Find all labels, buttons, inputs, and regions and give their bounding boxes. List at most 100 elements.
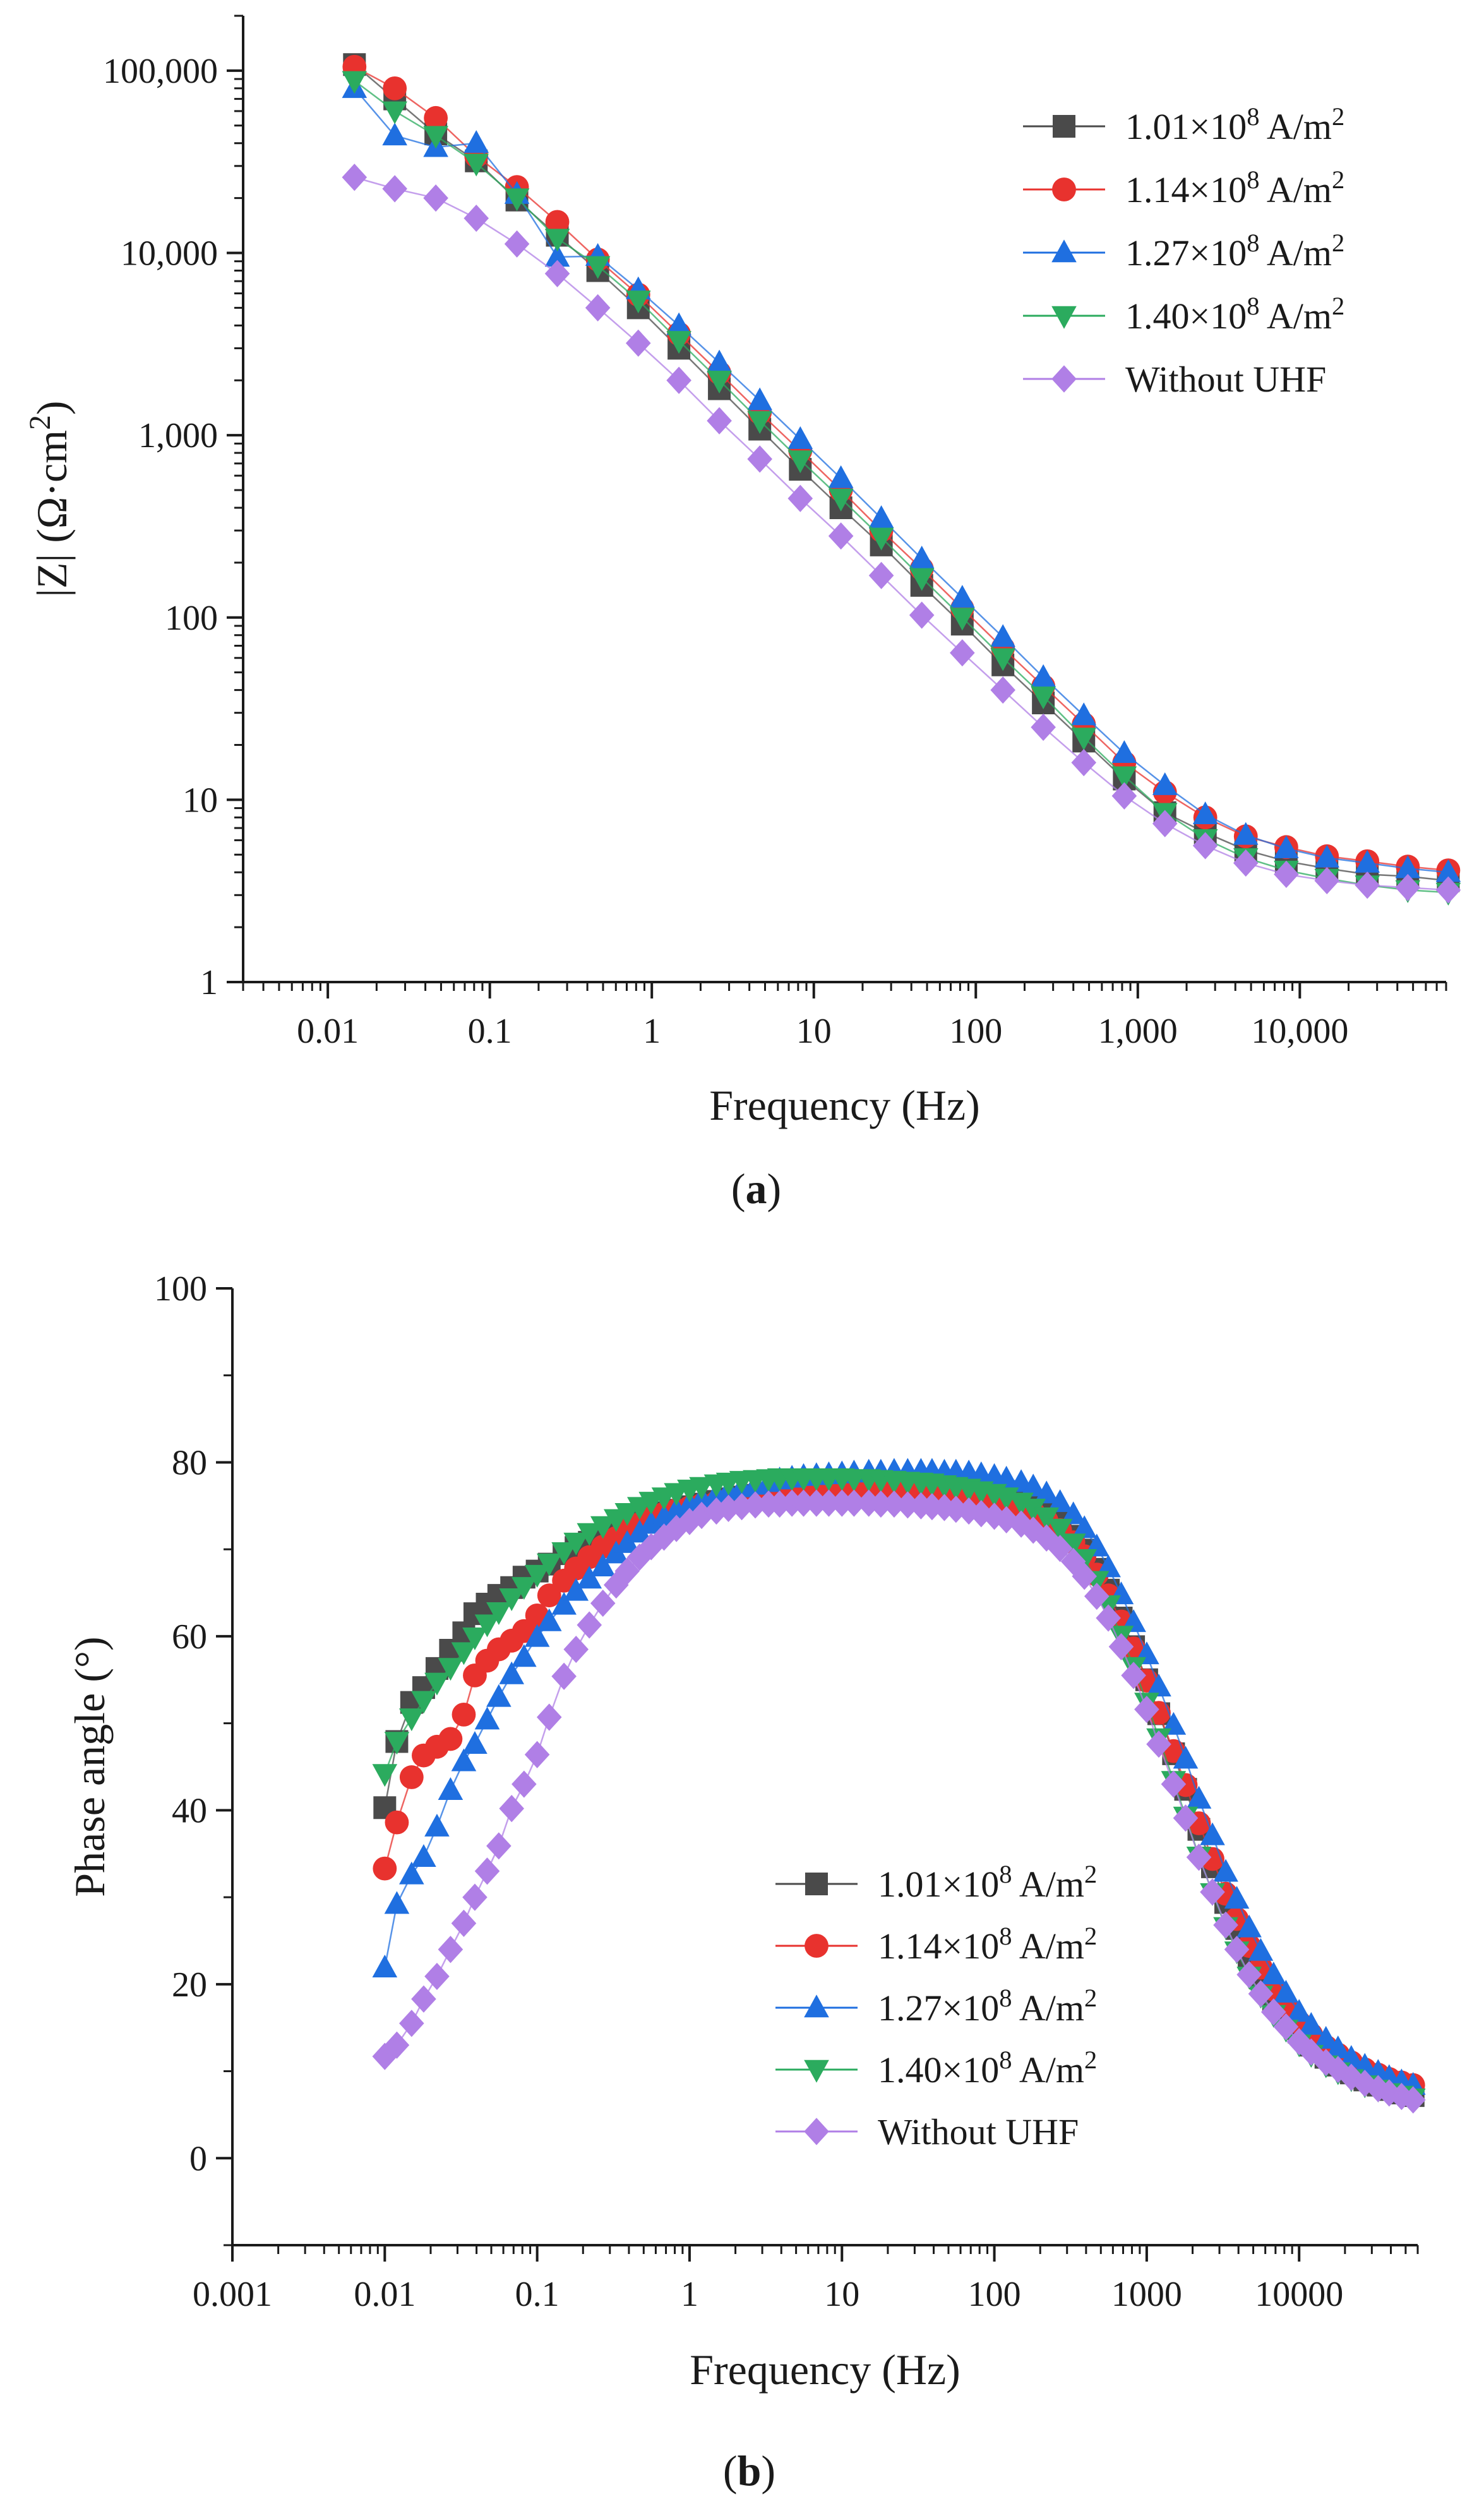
data-point bbox=[1273, 1979, 1299, 2003]
data-point bbox=[411, 1691, 436, 1714]
data-point bbox=[1111, 740, 1137, 763]
data-point bbox=[1213, 1911, 1238, 1939]
series-3 bbox=[342, 75, 1461, 882]
data-point bbox=[707, 349, 732, 373]
data-point bbox=[384, 1732, 410, 1755]
x-tick-label: 0.01 bbox=[354, 2275, 416, 2314]
data-point bbox=[1134, 1696, 1159, 1724]
data-point bbox=[563, 1578, 589, 1601]
data-point bbox=[1395, 873, 1421, 901]
data-point bbox=[993, 1465, 1019, 1489]
data-point bbox=[1060, 1501, 1086, 1525]
data-point bbox=[451, 1748, 477, 1772]
data-point bbox=[1108, 1633, 1134, 1661]
legend: 1.01×108 A/m21.14×108 A/m21.27×108 A/m21… bbox=[775, 1860, 1097, 2152]
data-point bbox=[563, 1532, 589, 1556]
data-point bbox=[382, 175, 407, 203]
data-point bbox=[950, 608, 975, 631]
y-tick-label: 60 bbox=[172, 1617, 207, 1657]
data-point bbox=[1339, 2045, 1364, 2068]
data-point bbox=[499, 1588, 525, 1612]
data-point bbox=[585, 294, 611, 321]
data-point bbox=[577, 1523, 602, 1546]
data-point bbox=[373, 1856, 397, 1881]
legend-marker bbox=[805, 1873, 828, 1895]
data-point bbox=[464, 204, 489, 232]
legend-label-sup: 8 bbox=[1247, 102, 1259, 131]
series-line bbox=[354, 176, 1449, 891]
data-point bbox=[384, 2031, 410, 2059]
legend-label-post: A/m bbox=[1260, 296, 1332, 337]
data-point bbox=[1274, 835, 1299, 858]
data-point bbox=[438, 1727, 463, 1751]
data-point bbox=[1248, 1938, 1274, 1961]
series-line bbox=[354, 80, 1449, 894]
data-point bbox=[1072, 1515, 1098, 1538]
data-point bbox=[614, 1530, 640, 1553]
data-point bbox=[1031, 686, 1056, 710]
legend-label-sup2: 2 bbox=[1084, 1860, 1097, 1888]
data-point bbox=[545, 210, 570, 234]
data-point bbox=[707, 370, 732, 393]
data-point bbox=[689, 1477, 714, 1500]
data-point bbox=[1200, 1878, 1225, 1906]
panel-label-letter: a bbox=[746, 1165, 767, 1213]
data-point bbox=[512, 1577, 537, 1600]
data-point bbox=[787, 484, 813, 512]
data-point bbox=[383, 76, 407, 100]
x-tick-label: 1,000 bbox=[1098, 1012, 1178, 1051]
data-point bbox=[666, 331, 691, 354]
legend-label: 1.27×108 A/m2 bbox=[1125, 229, 1344, 274]
legend-label-sup2: 2 bbox=[1084, 2046, 1097, 2074]
y-tick-label: 80 bbox=[172, 1443, 207, 1482]
data-point bbox=[372, 1954, 398, 1977]
data-point bbox=[1224, 1936, 1250, 1963]
data-point bbox=[1377, 2079, 1402, 2107]
data-point bbox=[512, 1619, 536, 1643]
legend-marker bbox=[1051, 365, 1077, 393]
data-point bbox=[1146, 1674, 1171, 1697]
data-point bbox=[1186, 1785, 1212, 1809]
data-point bbox=[1313, 2049, 1339, 2077]
y-tick-label: 10 bbox=[183, 781, 218, 820]
data-point bbox=[342, 71, 368, 94]
data-point bbox=[1047, 1518, 1073, 1542]
legend-label-sup: 8 bbox=[999, 2046, 1012, 2074]
data-point bbox=[1273, 2013, 1299, 2041]
data-point bbox=[577, 1566, 602, 1589]
data-point bbox=[1274, 860, 1299, 889]
data-point bbox=[1435, 876, 1461, 904]
legend-label-sup2: 2 bbox=[1332, 165, 1344, 194]
data-point bbox=[1233, 822, 1259, 845]
data-point bbox=[990, 676, 1015, 704]
data-point bbox=[666, 366, 691, 394]
x-tick-label: 1000 bbox=[1111, 2275, 1182, 2314]
data-point bbox=[791, 1489, 817, 1517]
data-point bbox=[1236, 1914, 1262, 1938]
data-point bbox=[1389, 2082, 1415, 2111]
data-point bbox=[1248, 1980, 1274, 2008]
data-point bbox=[828, 465, 854, 488]
data-point bbox=[707, 407, 732, 435]
legend-label: 1.40×108 A/m2 bbox=[1125, 292, 1344, 337]
data-point bbox=[486, 1684, 512, 1707]
series-line bbox=[354, 88, 1449, 873]
data-point bbox=[882, 1490, 907, 1518]
data-point bbox=[1047, 1489, 1073, 1513]
data-point bbox=[544, 229, 570, 252]
data-point bbox=[474, 1857, 500, 1885]
data-point bbox=[1395, 855, 1421, 878]
data-point bbox=[1186, 1844, 1212, 1871]
y-tick-label: 100,000 bbox=[103, 52, 218, 91]
data-point bbox=[464, 153, 489, 177]
data-point bbox=[1298, 2011, 1324, 2035]
data-point bbox=[1008, 1492, 1034, 1516]
x-tick-label: 1 bbox=[643, 1012, 661, 1051]
legend-label: Without UHF bbox=[878, 2111, 1079, 2152]
data-point bbox=[452, 1702, 476, 1727]
data-point bbox=[1325, 2035, 1351, 2059]
data-point bbox=[1146, 1730, 1171, 1758]
data-point bbox=[625, 291, 651, 314]
data-point bbox=[536, 1553, 562, 1576]
data-point bbox=[1286, 1999, 1312, 2022]
